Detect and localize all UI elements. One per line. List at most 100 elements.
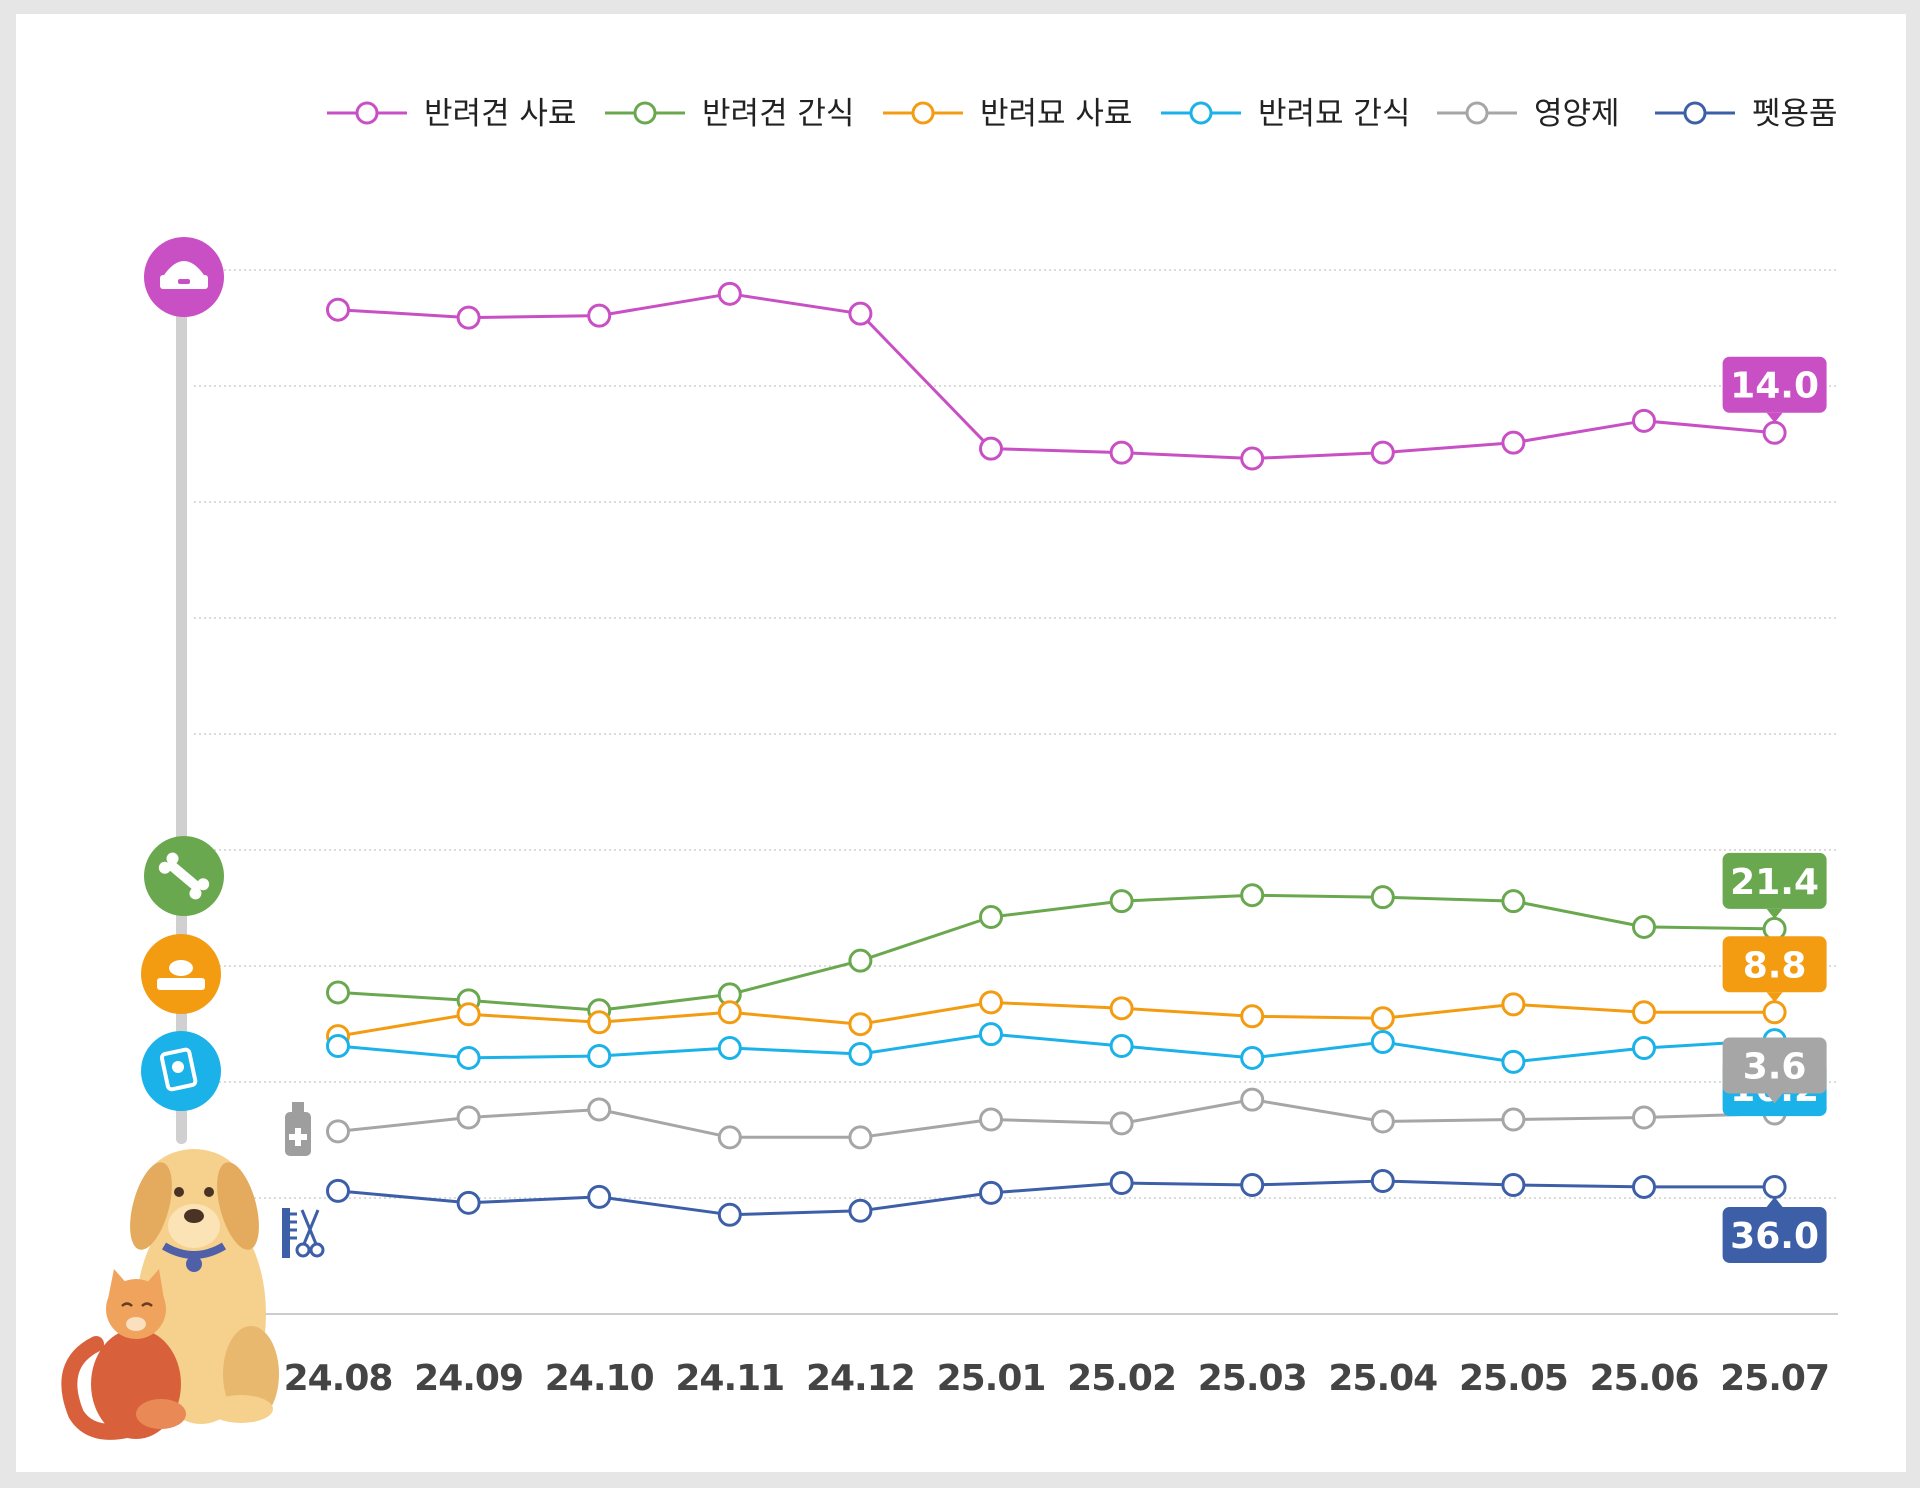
data-point xyxy=(717,1125,742,1150)
series-line xyxy=(337,1179,1775,1217)
data-point xyxy=(1109,1111,1134,1136)
supplement-bottle-icon xyxy=(285,1102,311,1156)
data-point xyxy=(717,1000,742,1025)
series-line xyxy=(337,893,1775,1012)
x-tick-label: 24.10 xyxy=(545,1358,654,1399)
data-point xyxy=(1240,446,1265,471)
data-point xyxy=(1370,1109,1395,1134)
data-point xyxy=(1762,420,1787,445)
x-tick-label: 25.07 xyxy=(1720,1358,1829,1399)
legend: 반려견 사료 반려견 간식 반려묘 사료 반려묘 간식 영양제 펫용품 xyxy=(327,96,1838,132)
x-tick-label: 24.11 xyxy=(675,1358,784,1399)
legend-label: 반려묘 간식 xyxy=(1258,96,1410,132)
value-label-bg xyxy=(1722,1206,1827,1263)
data-point xyxy=(848,948,873,973)
x-tick-label: 25.01 xyxy=(937,1358,1046,1399)
value-label-box: 8.8 xyxy=(1722,936,1827,1003)
data-point xyxy=(1370,1030,1395,1055)
data-point xyxy=(979,436,1003,461)
data-point xyxy=(587,303,612,328)
data-point xyxy=(326,1119,350,1144)
legend-item: 반려묘 사료 xyxy=(883,96,1132,132)
legend-label: 반려견 사료 xyxy=(424,96,576,132)
series-line xyxy=(337,292,1775,460)
data-point xyxy=(1501,1049,1526,1074)
data-point xyxy=(456,1002,481,1027)
value-label-pointer xyxy=(1766,992,1783,1003)
legend-marker xyxy=(633,101,657,125)
x-tick-label: 24.08 xyxy=(284,1358,393,1399)
x-tick-label: 24.12 xyxy=(806,1358,915,1399)
data-point xyxy=(1240,1004,1265,1029)
legend-marker xyxy=(1189,101,1213,125)
data-point xyxy=(848,1198,873,1223)
series-4 xyxy=(326,1087,1787,1150)
value-label-pointer xyxy=(1766,412,1783,423)
data-point xyxy=(326,980,350,1005)
legend-item: 반려견 사료 xyxy=(327,96,576,132)
data-point xyxy=(1109,1170,1134,1195)
data-point xyxy=(1370,885,1395,910)
data-point xyxy=(848,1125,873,1150)
data-point xyxy=(1240,1172,1265,1197)
value-label-pointer xyxy=(1766,1196,1783,1207)
x-axis: 24.08 24.09 24.10 24.11 24.12 25.01 25.02 25.03… xyxy=(284,1358,1830,1399)
data-point xyxy=(587,1043,612,1068)
data-point xyxy=(1109,1034,1134,1059)
data-point xyxy=(1632,914,1656,939)
data-point xyxy=(326,1034,350,1059)
legend-label: 반려견 간식 xyxy=(702,96,854,132)
value-label-bg xyxy=(1722,1037,1827,1094)
rail-bar xyxy=(176,264,187,1144)
value-label-bg xyxy=(1722,356,1827,413)
legend-marker xyxy=(1465,101,1489,125)
cat-food-bowl-icon xyxy=(141,934,221,1014)
data-point xyxy=(1762,1000,1787,1025)
dog-and-cat-illustration xyxy=(61,1149,279,1440)
cat-treat-pack-icon xyxy=(141,1031,221,1111)
dog-food-bowl-icon xyxy=(144,237,224,317)
data-point xyxy=(456,1045,481,1070)
series-3 xyxy=(326,1022,1787,1074)
data-point xyxy=(979,1180,1003,1205)
data-point xyxy=(979,905,1003,930)
category-icon-rail xyxy=(141,237,325,1258)
chart-card: 반려견 사료 반려견 간식 반려묘 사료 반려묘 간식 영양제 펫용품 14.0 21.4 8… xyxy=(16,14,1906,1472)
legend-item: 펫용품 xyxy=(1655,96,1838,132)
value-label-pointer xyxy=(1766,908,1783,919)
data-point xyxy=(1632,1174,1656,1199)
data-point xyxy=(1370,1006,1395,1031)
data-point xyxy=(848,1012,873,1037)
legend-label: 영양제 xyxy=(1534,96,1620,132)
x-tick-label: 25.05 xyxy=(1459,1358,1568,1399)
value-label-bg xyxy=(1722,852,1827,909)
data-point xyxy=(1632,1105,1656,1130)
value-label-text: 14.0 xyxy=(1730,366,1819,407)
data-point xyxy=(456,1190,481,1215)
data-point xyxy=(979,1022,1003,1047)
data-point xyxy=(1240,883,1265,908)
data-point xyxy=(1501,992,1526,1017)
data-point xyxy=(979,1107,1003,1132)
grooming-tools-icon xyxy=(282,1208,325,1258)
data-point xyxy=(1370,440,1395,465)
data-point xyxy=(1501,1172,1526,1197)
x-tick-label: 25.04 xyxy=(1328,1358,1437,1399)
x-tick-label: 24.09 xyxy=(414,1358,523,1399)
data-point xyxy=(1370,1168,1395,1193)
data-point xyxy=(1762,916,1787,941)
data-point xyxy=(1501,430,1526,455)
series-5 xyxy=(326,1168,1787,1227)
data-point xyxy=(848,301,873,326)
data-point xyxy=(1762,1174,1787,1199)
data-point xyxy=(1109,889,1134,914)
data-point xyxy=(587,1010,612,1035)
data-point xyxy=(717,1202,742,1227)
series-1 xyxy=(326,883,1787,1023)
data-point xyxy=(1240,1087,1265,1112)
data-point xyxy=(717,281,742,306)
data-point xyxy=(1501,889,1526,914)
dog-bone-icon xyxy=(144,836,224,916)
value-label-box: 14.0 xyxy=(1722,356,1827,423)
value-label-text: 21.4 xyxy=(1730,862,1819,903)
